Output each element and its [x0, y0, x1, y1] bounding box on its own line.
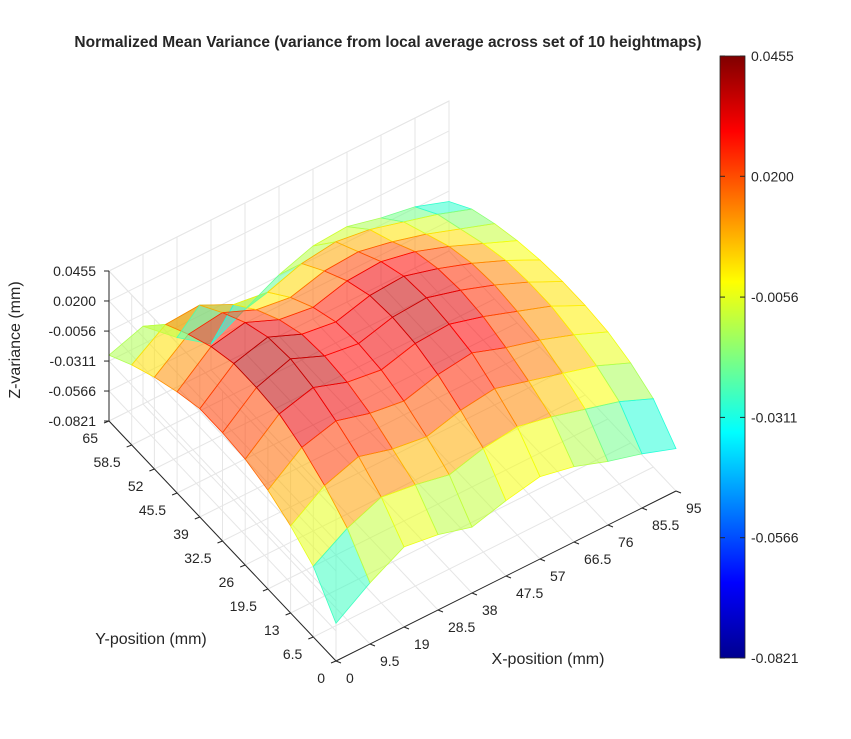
- x-tick-label: 9.5: [380, 653, 400, 669]
- x-tick-label: 57: [550, 568, 566, 584]
- y-tick-label: 32.5: [184, 550, 211, 566]
- y-tick-label: 58.5: [93, 454, 120, 470]
- y-tick-mark: [330, 660, 337, 664]
- grid-line-z-left: [108, 360, 337, 602]
- grid-line-z-back: [108, 130, 450, 302]
- x-tick-label: 66.5: [584, 551, 611, 567]
- x-tick-mark: [641, 507, 648, 511]
- x-tick-mark: [403, 626, 410, 630]
- y-tick-mark: [262, 588, 269, 592]
- y-tick-label: 6.5: [283, 646, 303, 662]
- x-tick-mark: [539, 558, 546, 562]
- x-axis-tick-labels: 0 9.5 19 28.5 38 47.5 57 66.5 76 85.5 95: [335, 490, 702, 686]
- x-tick-label: 0: [346, 670, 354, 686]
- y-tick-label: 0: [317, 670, 325, 686]
- x-tick-mark: [471, 592, 478, 596]
- colorbar-tick-label: -0.0566: [751, 530, 799, 546]
- y-tick-label: 13: [264, 622, 280, 638]
- y-tick-label: 65: [82, 430, 98, 446]
- colorbar-tick-label: -0.0056: [751, 289, 799, 305]
- z-tick-label: -0.0821: [49, 413, 97, 429]
- y-axis-label: Y-position (mm): [95, 631, 206, 648]
- z-tick-label: 0.0200: [53, 293, 96, 309]
- y-tick-label: 52: [128, 478, 144, 494]
- y-tick-mark: [240, 564, 246, 568]
- y-axis-tick-labels: 0 6.513 19.5 26 32.5 39 45.5 52 58.5 65: [82, 420, 337, 686]
- x-tick-mark: [675, 490, 682, 494]
- surface-patch: [618, 398, 677, 455]
- y-tick-mark: [103, 420, 110, 424]
- z-tick-label: -0.0566: [49, 383, 97, 399]
- y-tick-label: 39: [173, 526, 189, 542]
- x-tick-label: 85.5: [652, 517, 679, 533]
- x-tick-label: 28.5: [448, 619, 475, 635]
- x-axis-label: X-position (mm): [492, 651, 605, 668]
- colorbar: [719, 55, 746, 659]
- y-tick-label: 26: [219, 574, 235, 590]
- x-tick-label: 76: [618, 534, 634, 550]
- surface-mesh: [108, 201, 677, 625]
- colorbar-tick-label: 0.0455: [751, 48, 794, 64]
- y-tick-mark: [217, 540, 223, 544]
- x-tick-label: 38: [482, 602, 498, 618]
- z-tick-label: 0.0455: [53, 263, 96, 279]
- z-axis-label: Z-variance (mm): [7, 281, 24, 398]
- colorbar-tick-label: -0.0311: [751, 409, 798, 425]
- grid-line-z-back: [108, 160, 450, 332]
- y-tick-mark: [194, 516, 200, 520]
- y-tick-mark: [308, 636, 314, 640]
- y-tick-label: 45.5: [139, 502, 166, 518]
- y-tick-mark: [126, 444, 132, 448]
- x-tick-mark: [369, 643, 376, 647]
- z-axis-tick-labels: -0.0821 -0.0566 -0.0311 -0.0056 0.0200 0.0455: [49, 263, 109, 429]
- y-tick-mark: [149, 468, 155, 472]
- grid-line-y-floor: [313, 466, 654, 638]
- x-tick-mark: [573, 541, 580, 545]
- grid-line-z-left: [108, 390, 337, 632]
- y-tick-mark: [285, 612, 291, 616]
- z-tick-label: -0.0056: [49, 323, 97, 339]
- colorbar-tick-labels: 0.0455 0.0200 -0.0056 -0.0311 -0.0566 -0.0821: [720, 48, 799, 666]
- y-tick-mark: [171, 492, 178, 496]
- z-tick-label: -0.0311: [50, 353, 97, 369]
- grid-line-z-back: [108, 100, 450, 272]
- chart-title: Normalized Mean Variance (variance from …: [74, 34, 701, 51]
- x-tick-mark: [607, 524, 614, 528]
- x-tick-mark: [505, 575, 512, 579]
- x-tick-label: 19: [414, 636, 430, 652]
- x-tick-label: 47.5: [516, 585, 543, 601]
- colorbar-tick-label: 0.0200: [751, 168, 794, 184]
- x-tick-mark: [437, 609, 444, 613]
- y-tick-label: 19.5: [230, 598, 257, 614]
- x-tick-mark: [335, 660, 342, 664]
- colorbar-tick-label: -0.0821: [751, 650, 799, 666]
- x-tick-label: 95: [686, 500, 702, 516]
